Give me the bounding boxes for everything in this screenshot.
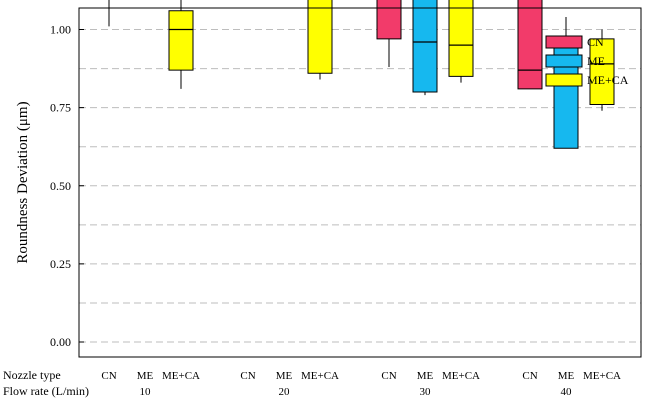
flow-rate-label: 20 xyxy=(279,386,291,398)
legend-label: CN xyxy=(587,35,604,49)
nozzle-type-label: ME+CA xyxy=(301,370,339,382)
y-tick-label: 0.50 xyxy=(50,179,71,193)
nozzle-type-label: ME xyxy=(137,370,154,382)
legend-item-me: ME xyxy=(545,54,605,68)
nozzle-type-label: ME xyxy=(558,370,575,382)
nozzle-type-label: ME xyxy=(417,370,434,382)
boxes xyxy=(108,0,615,149)
box-me-ca-10 xyxy=(168,0,194,89)
box-cn-30 xyxy=(376,0,402,67)
nozzle-type-label: CN xyxy=(381,370,396,382)
legend: CN ME ME+CA xyxy=(545,35,629,87)
nozzle-type-label: ME+CA xyxy=(442,370,480,382)
nozzle-type-label: ME+CA xyxy=(583,370,621,382)
y-tick-label: 0.25 xyxy=(50,257,71,271)
y-axis-ticks: 0.000.250.500.751.001.251.501.752.00 xyxy=(50,23,84,349)
grid-lines xyxy=(79,29,641,343)
flow-rate-row-label: Flow rate (L/min) xyxy=(3,384,89,398)
box-me-ca-20 xyxy=(307,0,333,80)
y-tick-label: 1.00 xyxy=(50,23,71,37)
nozzle-type-label: CN xyxy=(522,370,537,382)
nozzle-type-row-label: Nozzle type xyxy=(3,368,61,382)
y-tick-label: 0.75 xyxy=(50,101,71,115)
plot-frame xyxy=(78,7,642,358)
box-me-ca-30 xyxy=(448,0,474,83)
nozzle-type-label: ME xyxy=(276,370,293,382)
nozzle-type-label: CN xyxy=(101,370,116,382)
box-iqr xyxy=(517,0,543,90)
box-me-30 xyxy=(412,0,438,96)
y-axis-label: Roundness Deviation (μm) xyxy=(15,101,31,263)
legend-item-cn: CN xyxy=(545,35,604,49)
flow-rate-label: 10 xyxy=(140,386,152,398)
nozzle-type-label: CN xyxy=(240,370,255,382)
flow-rate-label: 40 xyxy=(561,386,573,398)
box-iqr xyxy=(168,10,194,71)
nozzle-type-label: ME+CA xyxy=(162,370,200,382)
box-cn-40 xyxy=(517,0,543,90)
box-iqr xyxy=(448,0,474,77)
box-iqr xyxy=(307,0,333,74)
box-cn-10 xyxy=(108,0,110,27)
legend-label: ME+CA xyxy=(587,73,629,87)
legend-swatch xyxy=(545,54,583,68)
box-iqr xyxy=(376,0,402,40)
box-iqr xyxy=(589,38,615,105)
legend-item-me-ca: ME+CA xyxy=(545,73,629,87)
flow-rate-label: 30 xyxy=(420,386,432,398)
legend-label: ME xyxy=(587,54,605,68)
box-iqr xyxy=(412,0,438,93)
y-tick-label: 0.00 xyxy=(50,335,71,349)
legend-swatch xyxy=(545,35,583,49)
box-me-ca-40 xyxy=(589,29,615,111)
legend-swatch xyxy=(545,73,583,87)
x-axis-labels: CN ME ME+CA 10 CN ME ME+CA 20 CN ME ME+CA 30 CN ME ME+… xyxy=(101,370,621,398)
